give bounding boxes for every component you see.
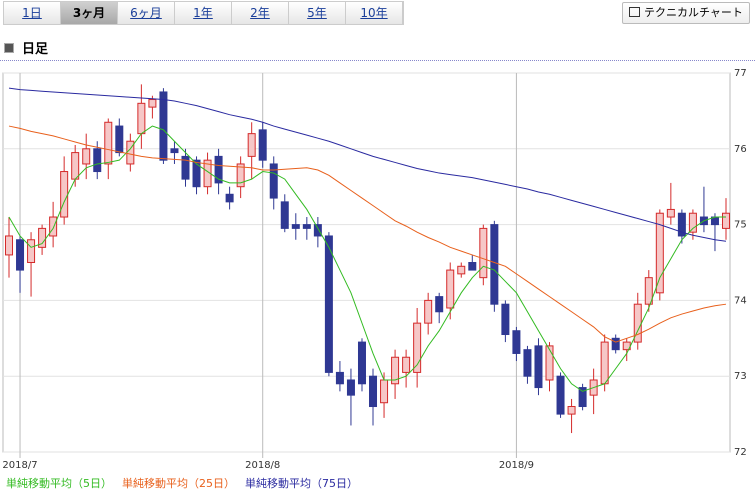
icon — [4, 43, 14, 53]
candle-body — [16, 239, 25, 271]
y-tick-label: 76 — [734, 144, 747, 155]
candle-body — [258, 129, 267, 161]
candle-body — [413, 322, 422, 373]
legend-entry: 単純移動平均（75日） — [245, 476, 358, 490]
candle-body — [148, 99, 157, 108]
candle-body — [269, 163, 278, 199]
icon — [629, 7, 640, 17]
candle-body — [722, 212, 730, 229]
candle-body — [335, 371, 344, 385]
candle-body — [666, 208, 675, 218]
candle-body — [600, 341, 609, 385]
divider — [0, 60, 755, 61]
candle-body — [324, 235, 333, 373]
candle-body — [644, 277, 653, 305]
candle-body — [677, 212, 686, 237]
plot-frame — [2, 72, 731, 453]
candle-body — [501, 303, 510, 336]
candle-body — [578, 387, 587, 408]
candle-body — [104, 121, 113, 165]
moving-average-line — [8, 87, 727, 242]
candle-body — [302, 224, 311, 229]
moving-average-line — [8, 125, 726, 392]
y-tick-label: 74 — [734, 295, 747, 306]
candle-body — [479, 227, 488, 279]
candle-body — [391, 356, 400, 385]
candle-body — [38, 227, 47, 248]
candle-body — [225, 193, 234, 203]
candle-body — [446, 269, 455, 309]
y-tick-label: 77 — [734, 68, 747, 79]
x-tick-label: 2018/8 — [245, 460, 280, 471]
candle-body — [60, 171, 69, 218]
candle-body — [490, 224, 499, 305]
tab[interactable]: 5年 — [289, 2, 346, 24]
candle-body — [49, 216, 58, 237]
legend-entry: 単純移動平均（5日） — [6, 476, 112, 490]
candle-body — [159, 91, 168, 161]
candle-body — [71, 152, 80, 180]
tabs: 1日 3ヶ月 6ヶ月 1年 2年 5年 10年 — [3, 1, 404, 25]
button-label[interactable]: テクニカルチャート — [644, 6, 743, 19]
candle-body — [236, 163, 245, 188]
candle-body — [523, 349, 532, 377]
candle-body — [655, 212, 664, 294]
candle-body — [5, 235, 13, 256]
candle-body — [346, 379, 355, 396]
candle-body — [457, 265, 466, 275]
candle-body — [567, 406, 576, 415]
candle-body — [611, 337, 620, 351]
candle-body — [369, 375, 378, 408]
tab[interactable]: 6ヶ月 — [118, 2, 175, 24]
candle-body — [291, 224, 300, 229]
y-tick-label: 75 — [734, 220, 747, 231]
candle-body — [512, 330, 521, 354]
candle-body — [82, 148, 91, 165]
candle-body — [534, 345, 543, 389]
candle-body — [93, 148, 102, 173]
moving-average-line — [8, 125, 727, 343]
tab[interactable]: 10年 — [346, 2, 403, 24]
candle-body — [468, 262, 477, 271]
candle-body — [688, 212, 697, 233]
tab[interactable]: 3ヶ月 — [61, 2, 118, 24]
x-tick-label: 2018/7 — [2, 460, 37, 471]
candle-body — [247, 133, 256, 157]
candle-body — [181, 155, 190, 180]
candle-body — [137, 102, 146, 135]
candle-body — [313, 224, 322, 237]
x-tick-label: 2018/9 — [499, 460, 534, 471]
tab[interactable]: 1年 — [175, 2, 232, 24]
section-title-text: 日足 — [22, 42, 49, 57]
candle-body — [214, 155, 223, 184]
candle-body — [280, 201, 289, 229]
candle-body — [357, 341, 366, 385]
candle-body — [192, 159, 201, 188]
tab[interactable]: 2年 — [232, 2, 289, 24]
candle-body — [27, 239, 36, 263]
y-tick-label: 73 — [734, 371, 747, 382]
candle-body — [435, 296, 444, 313]
candle-body — [170, 148, 179, 154]
candle-body — [556, 375, 565, 415]
candle-body — [424, 299, 433, 324]
candle-body — [545, 345, 554, 381]
section-title: 日足 — [4, 38, 48, 57]
technical-chart-button[interactable]: テクニカルチャート — [622, 2, 750, 24]
candle-body — [402, 356, 411, 373]
tab[interactable]: 1日 — [4, 2, 61, 24]
y-tick-label: 72 — [734, 447, 747, 458]
candle-body — [115, 125, 124, 154]
legend-entry: 単純移動平均（25日） — [122, 476, 235, 490]
candle-body — [380, 379, 389, 404]
